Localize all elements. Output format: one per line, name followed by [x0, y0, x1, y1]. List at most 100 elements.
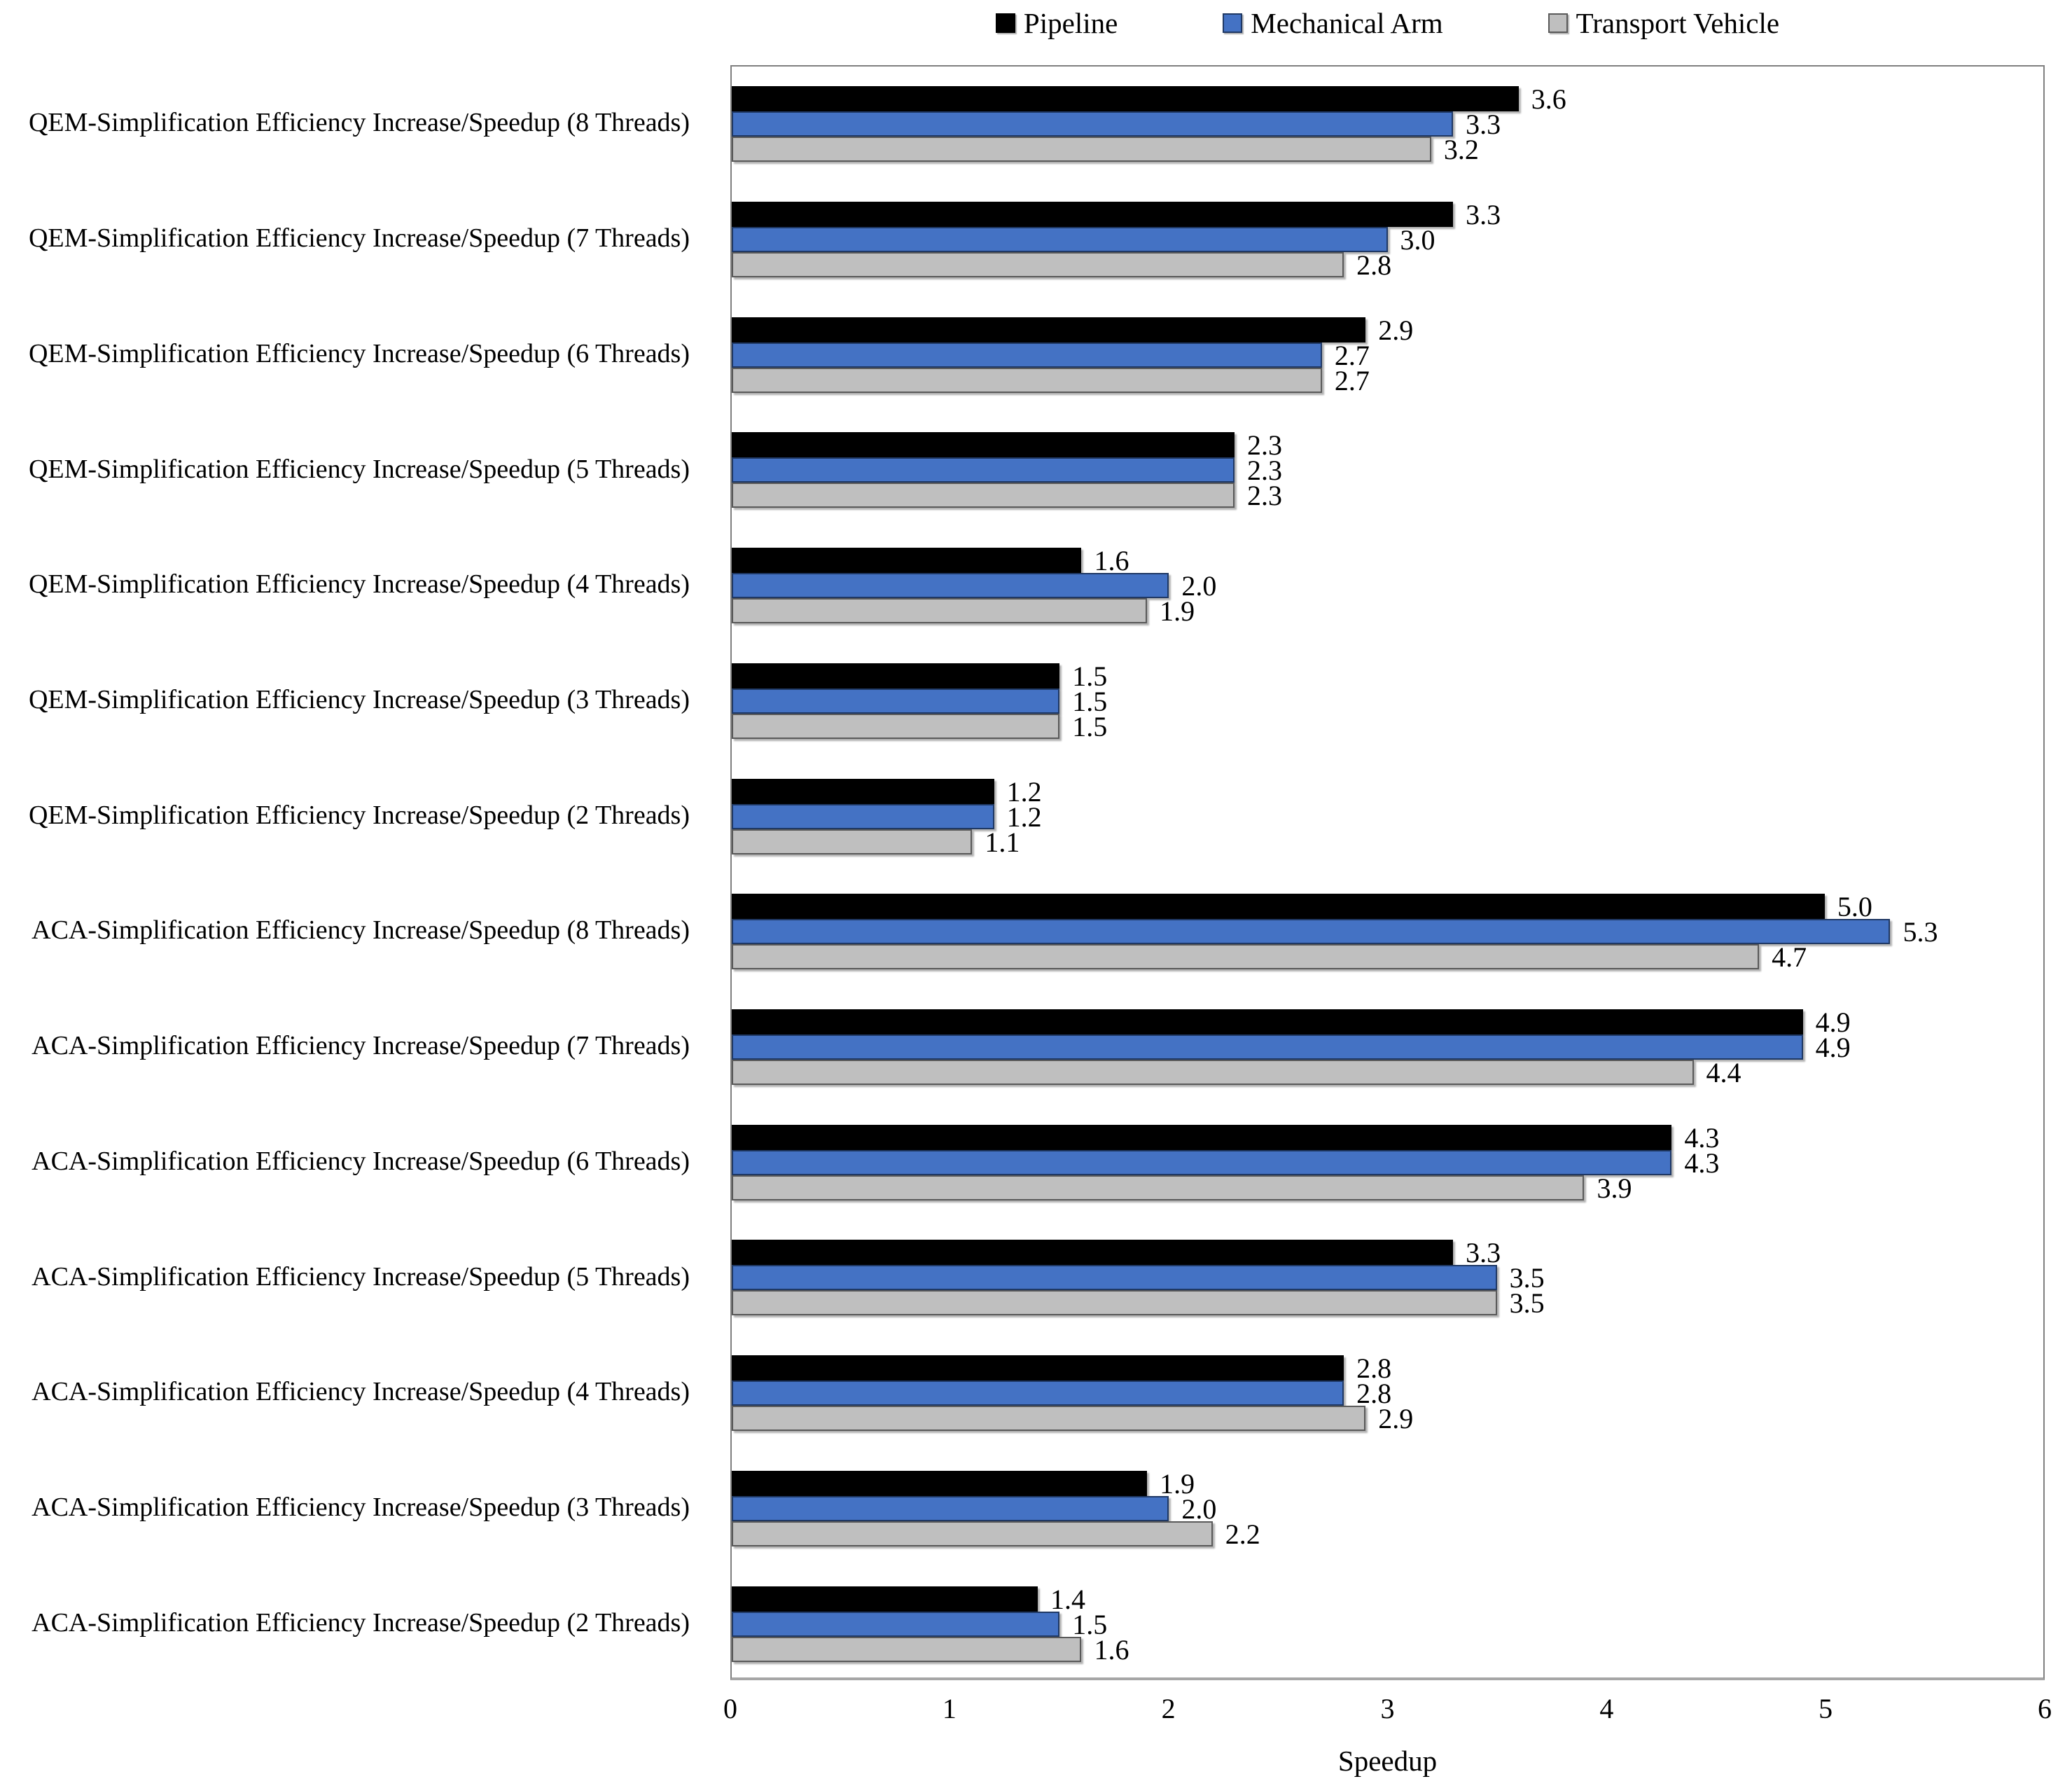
bar: [732, 1611, 1060, 1637]
category-group: 4.9 4.9 4.4: [732, 990, 2043, 1105]
bar: [732, 573, 1169, 599]
x-tick-label: 1: [942, 1693, 957, 1724]
bar-value-label: 2.7: [1334, 364, 1370, 396]
category-label: ACA-Simplification Efficiency Increase/S…: [32, 1377, 690, 1407]
bar-value-label: 1.6: [1094, 1633, 1129, 1666]
bar: [732, 1290, 1497, 1316]
bar-value-label: 3.3: [1466, 109, 1501, 141]
bar-value-label: 2.7: [1334, 339, 1370, 371]
bar-value-label: 2.0: [1181, 1493, 1217, 1525]
bar-value-label: 4.9: [1815, 1006, 1851, 1039]
bar-value-label: 1.5: [1072, 685, 1108, 717]
x-tick-label: 0: [723, 1693, 737, 1724]
bar: [732, 803, 994, 829]
bar-value-label: 1.6: [1094, 545, 1129, 577]
bar-value-label: 1.1: [985, 826, 1020, 858]
bar: [732, 1470, 1148, 1496]
bar-value-label: 4.3: [1684, 1147, 1720, 1179]
bar-value-label: 2.3: [1246, 429, 1282, 462]
bar-value-label: 1.5: [1072, 1608, 1108, 1640]
category-group: 4.3 4.3 3.9: [732, 1105, 2043, 1220]
bar: [732, 1586, 1038, 1612]
bar-value-label: 4.4: [1706, 1057, 1741, 1089]
category-group: 1.5 1.5 1.5: [732, 644, 2043, 759]
category-label: QEM-Simplification Efficiency Increase/S…: [28, 569, 690, 600]
category-group: 1.9 2.0 2.2: [732, 1451, 2043, 1567]
legend-label: Transport Vehicle: [1576, 6, 1780, 39]
x-axis-tick-labels: 0 1 2 3 4 5 6: [723, 1693, 2052, 1732]
category-label: ACA-Simplification Efficiency Increase/S…: [32, 1492, 690, 1522]
bar-value-label: 4.9: [1815, 1032, 1851, 1064]
bar-value-label: 3.5: [1509, 1287, 1545, 1320]
bar: [732, 86, 1519, 112]
bar-value-label: 4.3: [1684, 1121, 1720, 1154]
bar: [732, 1495, 1169, 1521]
bar-value-label: 5.3: [1903, 916, 1938, 948]
bar-value-label: 4.7: [1772, 941, 1807, 974]
legend-item-2: Transport Vehicle: [1548, 6, 1780, 39]
bar-value-label: 2.8: [1356, 1378, 1392, 1410]
bar: [732, 367, 1322, 393]
bar: [732, 1240, 1454, 1266]
bar-value-label: 5.0: [1837, 891, 1872, 923]
category-group: 2.3 2.3 2.3: [732, 413, 2043, 528]
bar-value-label: 2.9: [1378, 314, 1414, 346]
bar: [732, 1636, 1082, 1662]
category-label: QEM-Simplification Efficiency Increase/S…: [28, 684, 690, 714]
bar-value-label: 1.2: [1006, 801, 1042, 833]
bar-value-label: 3.3: [1466, 199, 1501, 231]
x-tick-label: 2: [1161, 1693, 1176, 1724]
x-tick-label: 6: [2038, 1693, 2052, 1724]
bar: [732, 1034, 1803, 1060]
y-axis-category-labels: QEM-Simplification Efficiency Increase/S…: [0, 65, 709, 1680]
bar-value-label: 3.5: [1509, 1262, 1545, 1294]
category-label: ACA-Simplification Efficiency Increase/S…: [32, 1031, 690, 1061]
category-label: ACA-Simplification Efficiency Increase/S…: [32, 1146, 690, 1176]
bar: [732, 1149, 1672, 1175]
category-label: ACA-Simplification Efficiency Increase/S…: [32, 915, 690, 946]
bar: [732, 227, 1388, 253]
category-group: 3.3 3.0 2.8: [732, 182, 2043, 298]
bar-value-label: 1.9: [1160, 1467, 1195, 1500]
bar: [732, 1265, 1497, 1291]
bar-value-label: 3.2: [1443, 134, 1479, 166]
category-group: 1.4 1.5 1.6: [732, 1566, 2043, 1682]
bar: [732, 1355, 1344, 1381]
category-group: 3.3 3.5 3.5: [732, 1220, 2043, 1336]
bar: [732, 1175, 1585, 1200]
bar: [732, 598, 1148, 624]
bar: [732, 944, 1760, 970]
bar-value-label: 3.9: [1597, 1172, 1632, 1204]
category-label: QEM-Simplification Efficiency Increase/S…: [28, 800, 690, 830]
category-label: QEM-Simplification Efficiency Increase/S…: [28, 108, 690, 138]
x-axis-title: Speedup: [1337, 1745, 1438, 1777]
bar: [732, 1124, 1672, 1150]
legend-label: Pipeline: [1023, 6, 1118, 39]
bar: [732, 778, 994, 804]
legend-swatch-icon: [995, 13, 1015, 33]
bar: [732, 1521, 1213, 1546]
category-label: ACA-Simplification Efficiency Increase/S…: [32, 1607, 690, 1638]
bar: [732, 111, 1454, 137]
bar-value-label: 2.8: [1356, 249, 1392, 282]
x-tick-label: 3: [1380, 1693, 1395, 1724]
bar: [732, 252, 1344, 278]
plot-area: 3.6 3.3 3.2 3.3 3.0 2.8 2.9 2.7 2.7 2.3 2.3 2.3 1.6 2…: [730, 65, 2045, 1680]
bar: [732, 1060, 1694, 1086]
bar-value-label: 2.0: [1181, 570, 1217, 602]
bar-value-label: 2.9: [1378, 1403, 1414, 1435]
category-label: QEM-Simplification Efficiency Increase/S…: [28, 338, 690, 368]
bar: [732, 1009, 1803, 1035]
category-group: 2.9 2.7 2.7: [732, 297, 2043, 413]
bar-value-label: 3.0: [1400, 224, 1435, 256]
legend-swatch-icon: [1548, 13, 1568, 33]
category-group: 2.8 2.8 2.9: [732, 1336, 2043, 1451]
bar: [732, 829, 973, 854]
bar: [732, 432, 1235, 458]
bar: [732, 342, 1322, 368]
category-label: QEM-Simplification Efficiency Increase/S…: [28, 454, 690, 484]
bar-value-label: 2.2: [1225, 1518, 1260, 1550]
category-group: 5.0 5.3 4.7: [732, 874, 2043, 990]
legend-label: Mechanical Arm: [1251, 6, 1443, 39]
